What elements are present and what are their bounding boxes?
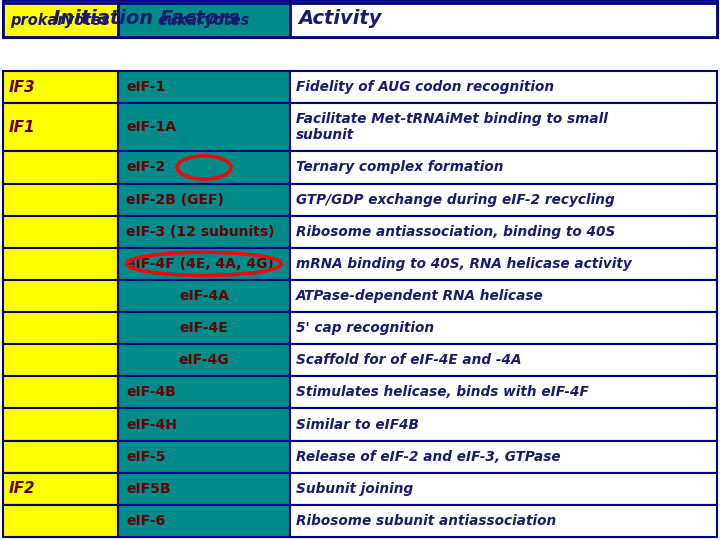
Bar [290,280,717,312]
Text: eIF-3 (12 subunits): eIF-3 (12 subunits) [126,225,274,239]
Bar [3,505,118,537]
Bar [3,408,118,441]
Bar [290,408,717,441]
Text: GTP/GDP exchange during eIF-2 recycling: GTP/GDP exchange during eIF-2 recycling [296,193,615,207]
Bar [118,280,290,312]
Bar [118,376,290,408]
Text: eIF-1A: eIF-1A [126,120,176,134]
Text: IF2: IF2 [9,481,35,496]
Text: Similar to eIF4B: Similar to eIF4B [296,417,419,431]
Bar [118,151,290,184]
Text: eIF-4A: eIF-4A [179,289,229,303]
Bar [290,376,717,408]
Text: eIF-4B: eIF-4B [126,386,176,400]
Bar [3,312,118,344]
Text: 5' cap recognition: 5' cap recognition [296,321,434,335]
Bar [118,184,290,215]
Bar [290,184,717,215]
Text: Subunit joining: Subunit joining [296,482,413,496]
Text: IF1: IF1 [9,120,35,135]
Text: eIF-4H: eIF-4H [126,417,177,431]
Bar [3,0,290,37]
Bar [118,505,290,537]
Bar [290,505,717,537]
Text: eIF-4F (4E, 4A, 4G): eIF-4F (4E, 4A, 4G) [126,257,274,271]
Bar [3,3,118,37]
Bar [3,103,118,151]
Bar [290,472,717,505]
Text: Release of eIF-2 and eIF-3, GTPase: Release of eIF-2 and eIF-3, GTPase [296,450,561,464]
Bar [290,103,717,151]
Bar [118,472,290,505]
Text: Stimulates helicase, binds with eIF-4F: Stimulates helicase, binds with eIF-4F [296,386,589,400]
Text: eIF-1: eIF-1 [126,80,166,94]
Bar [118,441,290,472]
Text: Initiation Factors: Initiation Factors [53,9,240,28]
Text: Ribosome subunit antiassociation: Ribosome subunit antiassociation [296,514,557,528]
Bar [3,248,118,280]
Text: eIF5B: eIF5B [126,482,171,496]
Bar [3,280,118,312]
Bar [3,376,118,408]
Bar [290,312,717,344]
Text: prokaryotes: prokaryotes [11,12,110,28]
Text: Activity: Activity [298,9,382,28]
Text: eukaryotes: eukaryotes [158,12,250,28]
Bar [3,441,118,472]
Bar [3,151,118,184]
Bar [118,71,290,103]
Text: ATPase-dependent RNA helicase: ATPase-dependent RNA helicase [296,289,544,303]
Bar [290,344,717,376]
Text: eIF-4G: eIF-4G [179,353,229,367]
Bar [3,184,118,215]
Bar [290,0,717,37]
Bar [3,71,118,103]
Bar [3,472,118,505]
Bar [118,344,290,376]
Bar [290,151,717,184]
Text: mRNA binding to 40S, RNA helicase activity: mRNA binding to 40S, RNA helicase activi… [296,257,631,271]
Text: Ribosome antiassociation, binding to 40S: Ribosome antiassociation, binding to 40S [296,225,616,239]
Text: eIF-2B (GEF): eIF-2B (GEF) [126,193,224,207]
Bar [290,441,717,472]
Text: Facilitate Met-tRNAiMet binding to small
subunit: Facilitate Met-tRNAiMet binding to small… [296,112,608,143]
Text: IF3: IF3 [9,79,35,94]
Bar [290,3,717,37]
Bar [3,215,118,248]
Text: Ternary complex formation: Ternary complex formation [296,160,503,174]
Bar [290,71,717,103]
Bar [118,3,290,37]
Bar [118,103,290,151]
Text: eIF-4E: eIF-4E [179,321,228,335]
Bar [3,344,118,376]
Text: eIF-6: eIF-6 [126,514,165,528]
Text: Fidelity of AUG codon recognition: Fidelity of AUG codon recognition [296,80,554,94]
Text: eIF-2: eIF-2 [126,160,166,174]
Bar [290,215,717,248]
Bar [118,408,290,441]
Bar [118,248,290,280]
Bar [118,312,290,344]
Bar [118,215,290,248]
Text: eIF-5: eIF-5 [126,450,166,464]
Bar [290,248,717,280]
Text: Scaffold for of eIF-4E and -4A: Scaffold for of eIF-4E and -4A [296,353,521,367]
